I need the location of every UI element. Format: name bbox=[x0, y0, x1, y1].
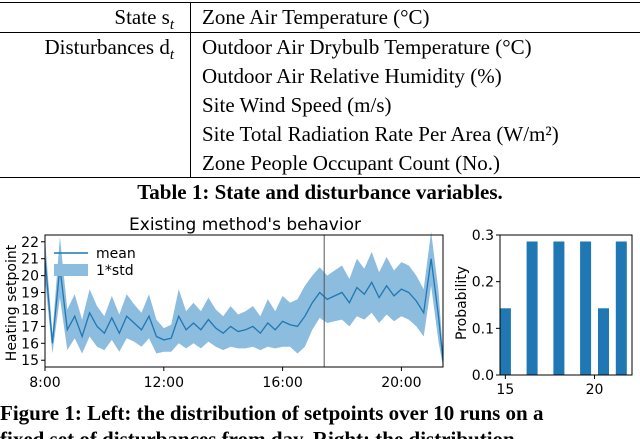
y-tick-label: 16 bbox=[21, 336, 39, 352]
table-cell: Zone People Occupant Count (No.) bbox=[202, 151, 501, 175]
legend-label: mean bbox=[96, 246, 136, 262]
legend-std-swatch bbox=[54, 264, 88, 276]
y-tick-label: 20 bbox=[21, 269, 39, 285]
y-tick-label: 21 bbox=[21, 252, 39, 268]
table-bottom-rule bbox=[0, 177, 640, 178]
x-tick-label: 20 bbox=[586, 382, 604, 398]
plot-area: 0.0 0.1 0.2 0.3 15 20 bbox=[472, 228, 627, 398]
y-tick-label: 0.0 bbox=[472, 368, 494, 384]
std-band bbox=[45, 231, 443, 367]
x-tick-label: 12:00 bbox=[144, 375, 184, 391]
figure-caption-line: fixed set of disturbances from day. Righ… bbox=[0, 427, 515, 439]
table-cell: Outdoor Air Relative Humidity (%) bbox=[202, 64, 502, 88]
bar bbox=[615, 241, 627, 375]
bar bbox=[553, 241, 565, 375]
x-tick-label: 16:00 bbox=[262, 375, 302, 391]
bar bbox=[580, 241, 592, 375]
y-axis-label: Probability bbox=[454, 266, 470, 340]
mean-line bbox=[44, 258, 444, 361]
y-tick-label: 0.3 bbox=[472, 228, 494, 244]
plot-frame bbox=[499, 234, 633, 376]
x-tick-label: 20:00 bbox=[381, 375, 421, 391]
table-top-rule bbox=[0, 2, 640, 3]
figure-charts: Existing method's behavior Heating setpo… bbox=[4, 215, 633, 398]
table-caption: Table 1: State and disturbance variables… bbox=[137, 180, 503, 204]
y-tick-label: 18 bbox=[21, 302, 39, 318]
table-row-label: Disturbances dt bbox=[44, 35, 174, 64]
table-column-divider bbox=[190, 2, 191, 177]
plot-frame bbox=[44, 234, 444, 368]
table-mid-rule bbox=[0, 32, 640, 33]
table-cell: Zone Air Temperature (°C) bbox=[202, 5, 430, 29]
x-tick-label: 8:00 bbox=[29, 375, 60, 391]
y-tick-label: 0.1 bbox=[472, 321, 494, 337]
y-tick-label: 17 bbox=[21, 319, 39, 335]
legend-label: 1*std bbox=[96, 263, 134, 279]
table-cell: Site Total Radiation Rate Per Area (W/m²… bbox=[202, 122, 559, 146]
bar bbox=[598, 308, 609, 375]
probability-chart: Probability 0.0 0.1 0.2 0.3 15 20 bbox=[454, 228, 633, 398]
chart-title: Existing method's behavior bbox=[129, 215, 361, 235]
y-tick-label: 15 bbox=[21, 353, 39, 369]
y-axis-label: Heating setpoint bbox=[4, 244, 20, 361]
table-cell: Site Wind Speed (m/s) bbox=[202, 93, 392, 117]
x-tick-label: 15 bbox=[496, 382, 514, 398]
y-tick-label: 0.2 bbox=[472, 275, 494, 291]
table-row-label: State st bbox=[114, 5, 174, 34]
figure-caption-line: Figure 1: Left: the distribution of setp… bbox=[0, 401, 544, 425]
table-cell: Outdoor Air Drybulb Temperature (°C) bbox=[202, 35, 532, 59]
setpoint-chart: Existing method's behavior Heating setpo… bbox=[4, 215, 444, 391]
bar bbox=[499, 308, 511, 375]
bar bbox=[526, 241, 538, 375]
figure-caption: Figure 1: Left: the distribution of setp… bbox=[0, 400, 640, 439]
y-tick-label: 22 bbox=[21, 235, 39, 251]
y-tick-label: 19 bbox=[21, 286, 39, 302]
